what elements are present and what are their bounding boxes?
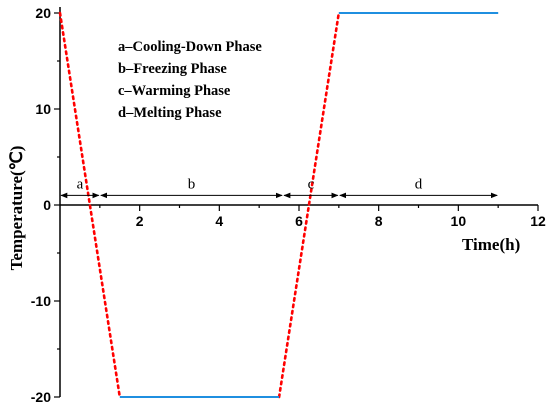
series-dotted-segment	[58, 11, 122, 399]
series-layer	[58, 11, 499, 399]
y-axis-title: Temperature(℃)	[7, 146, 26, 271]
axes: -20 -10 0 10 20 2 4 6 8 10 12	[31, 5, 546, 405]
phase-label-a: a	[77, 176, 84, 192]
y-tick-label: 10	[35, 101, 51, 117]
legend-item-a: a–Cooling-Down Phase	[118, 39, 262, 55]
y-tick-label: 20	[35, 5, 51, 21]
y-tick-label: -10	[31, 293, 51, 309]
phase-label-c: c	[308, 176, 315, 192]
x-tick-label: 12	[530, 213, 546, 229]
x-axis-title: Time(h)	[462, 235, 520, 254]
legend-item-c: c–Warming Phase	[118, 83, 231, 99]
phase-markers: a b c d	[60, 176, 498, 199]
phase-label-d: d	[415, 176, 423, 192]
legend-item-d: d–Melting Phase	[118, 105, 222, 121]
legend: a–Cooling-Down Phase b–Freezing Phase c–…	[118, 39, 262, 121]
y-tick-label: 0	[43, 197, 51, 213]
x-tick-label: 10	[451, 213, 467, 229]
x-tick-label: 8	[375, 213, 383, 229]
y-tick-label: -20	[31, 389, 51, 405]
x-tick-label: 4	[215, 213, 223, 229]
x-tick-label: 6	[295, 213, 303, 229]
x-tick-label: 2	[136, 213, 144, 229]
series-dotted-segment	[277, 11, 341, 399]
phase-label-b: b	[188, 176, 196, 192]
legend-item-b: b–Freezing Phase	[118, 61, 227, 77]
